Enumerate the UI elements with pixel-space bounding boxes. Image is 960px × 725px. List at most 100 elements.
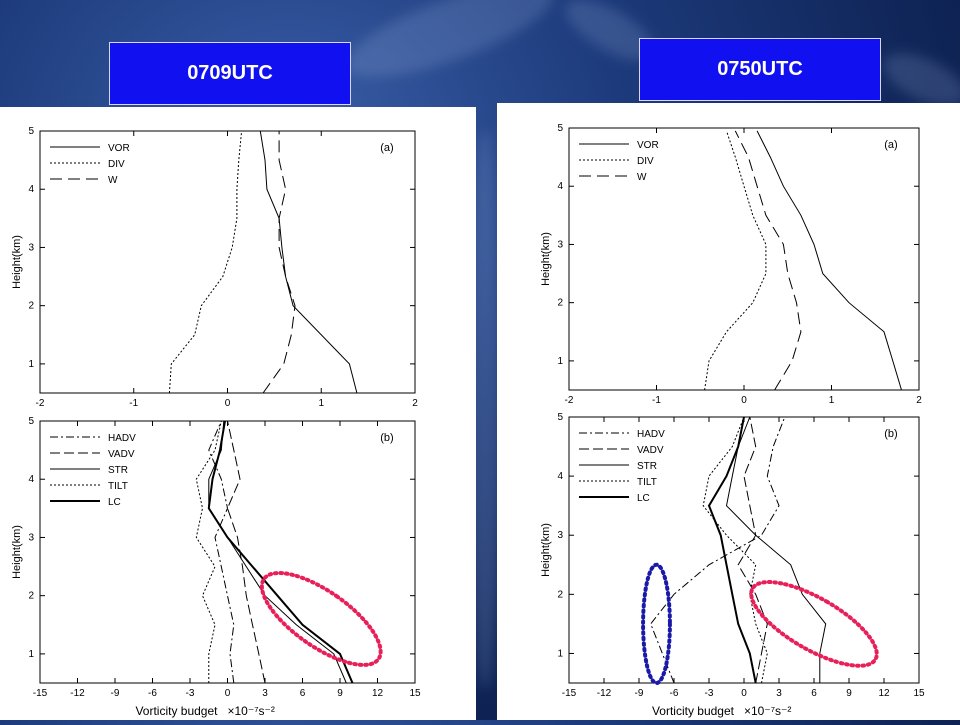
legend-label-tilt: TILT	[637, 477, 657, 488]
legend-label-lc: LC	[637, 493, 650, 504]
x-tick-label: -3	[705, 688, 714, 699]
series-line-str	[208, 420, 347, 684]
x-tick-label: 2	[412, 398, 418, 409]
legend-label-vor: VOR	[108, 143, 130, 154]
y-axis-label: Height(km)	[11, 235, 23, 289]
plot-frame	[568, 416, 920, 684]
x-tick-label: -3	[186, 688, 195, 699]
panel-tag: (b)	[380, 432, 393, 444]
chart-0750UTC-b: -15 -12 -9 -6 -3 0 3 6 9 12 1512345Height(km)Vorti…	[540, 412, 925, 718]
legend-label-lc: LC	[108, 497, 121, 508]
highlight-ellipse	[749, 580, 879, 668]
panel-tag: (a)	[884, 139, 897, 151]
series-line-div	[704, 130, 767, 391]
x-tick-label: 2	[916, 395, 922, 406]
y-tick-label: 1	[557, 356, 563, 367]
x-tick-label: 0	[225, 688, 231, 699]
legend-label-str: STR	[108, 465, 128, 476]
y-axis-label: Height(km)	[540, 232, 552, 286]
legend-label-w: W	[108, 175, 118, 186]
x-tick-label: -9	[635, 688, 644, 699]
y-tick-label: 1	[28, 649, 34, 660]
x-tick-label: 0	[741, 395, 747, 406]
y-tick-label: 4	[28, 474, 34, 485]
figure-panel-left: -2 -1 0 1 2 1 2 3 4 5 Height(km) (a) VOR DIV W -15 -12 -9…	[0, 107, 476, 720]
legend-label-w: W	[637, 172, 647, 183]
highlight-ellipse	[641, 562, 672, 686]
y-tick-label: 1	[28, 359, 34, 370]
y-tick-label: 5	[28, 416, 34, 427]
x-tick-label: -2	[36, 398, 45, 409]
y-tick-label: 2	[28, 591, 34, 602]
y-tick-label: 3	[557, 530, 563, 541]
x-tick-label: -1	[652, 395, 661, 406]
plot-frame	[568, 127, 920, 391]
y-tick-label: 1	[557, 648, 563, 659]
x-axis-unit: ×10⁻⁷s⁻²	[744, 704, 791, 718]
series-line-vadv	[737, 416, 768, 684]
plot-frame	[39, 130, 416, 394]
series-line-lc	[207, 420, 354, 684]
x-tick-label: -9	[111, 688, 120, 699]
series-line-hadv	[650, 416, 786, 684]
x-axis-label: Vorticity budget	[135, 704, 218, 718]
time-label-right-text: 0750UTC	[717, 58, 803, 80]
x-tick-label: 15	[913, 688, 925, 699]
series-line-tilt	[195, 420, 222, 683]
x-tick-label: 0	[741, 688, 747, 699]
x-tick-label: 9	[846, 688, 852, 699]
highlight-ellipse	[259, 570, 383, 667]
x-tick-label: 12	[878, 688, 890, 699]
x-axis-unit: ×10⁻⁷s⁻²	[228, 704, 275, 718]
y-tick-label: 2	[28, 301, 34, 312]
legend-label-div: DIV	[108, 159, 125, 170]
x-tick-label: 6	[811, 688, 817, 699]
x-tick-label: 9	[337, 688, 343, 699]
legend-label-div: DIV	[637, 156, 654, 167]
x-tick-label: -12	[70, 688, 85, 699]
legend-label-vadv: VADV	[108, 449, 135, 460]
y-tick-label: 4	[557, 181, 563, 192]
series-line-hadv	[208, 420, 235, 684]
x-tick-label: 1	[829, 395, 835, 406]
x-tick-label: -1	[129, 398, 138, 409]
series-line-lc	[707, 416, 757, 684]
x-tick-label: -15	[562, 688, 577, 699]
y-tick-label: 2	[557, 589, 563, 600]
legend-label-tilt: TILT	[108, 481, 128, 492]
y-axis-label: Height(km)	[540, 523, 552, 577]
chart-0709UTC-a: -2 -1 0 1 2 1 2 3 4 5 Height(km) (a) VOR DIV W	[11, 126, 418, 409]
y-tick-label: 2	[557, 298, 563, 309]
x-tick-label: 3	[262, 688, 268, 699]
panel-tag: (b)	[884, 428, 897, 440]
y-tick-label: 3	[557, 239, 563, 250]
series-line-w	[262, 131, 296, 394]
x-tick-label: 15	[409, 688, 421, 699]
legend-label-hadv: HADV	[108, 433, 136, 444]
legend-label-hadv: HADV	[637, 429, 665, 440]
y-tick-label: 5	[557, 123, 563, 134]
y-tick-label: 5	[28, 126, 34, 137]
time-label-left-text: 0709UTC	[187, 62, 273, 84]
time-label-left: 0709UTC	[109, 42, 351, 105]
series-line-vor	[756, 130, 902, 391]
series-line-w	[734, 130, 802, 391]
y-tick-label: 5	[557, 412, 563, 423]
y-tick-label: 3	[28, 242, 34, 253]
series-line-div	[168, 130, 243, 394]
x-tick-label: 0	[225, 398, 231, 409]
x-tick-label: -2	[565, 395, 574, 406]
time-label-right: 0750UTC	[639, 38, 881, 101]
legend-label-str: STR	[637, 461, 657, 472]
y-tick-label: 4	[557, 471, 563, 482]
y-tick-label: 3	[28, 532, 34, 543]
x-axis-label: Vorticity budget	[652, 704, 735, 718]
x-tick-label: -6	[670, 688, 679, 699]
panel-tag: (a)	[380, 142, 393, 154]
series-line-str	[725, 416, 827, 683]
x-tick-label: -12	[597, 688, 612, 699]
chart-0750UTC-a: -2 -1 0 1 2 1 2 3 4 5 Height(km) (a) VOR DIV W	[540, 123, 922, 406]
x-tick-label: 3	[776, 688, 782, 699]
